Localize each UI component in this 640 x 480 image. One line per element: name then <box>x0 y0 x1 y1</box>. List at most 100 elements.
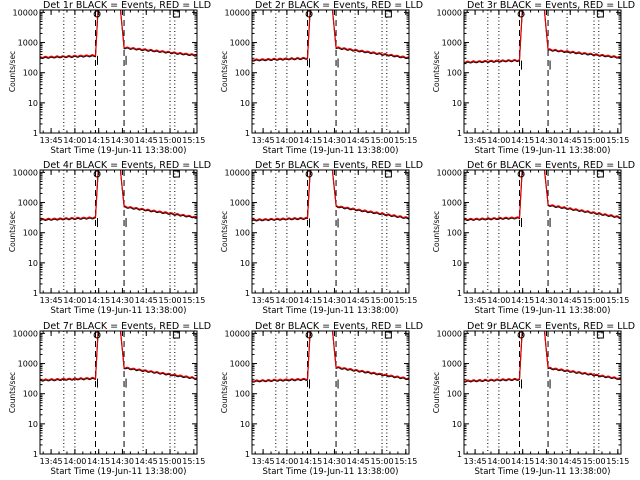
plot-frame <box>39 9 198 134</box>
x-tick-label: 15:00 <box>371 296 394 305</box>
series-events <box>40 170 197 222</box>
y-tick-label: 1000 <box>230 199 250 208</box>
x-tick-label: 14:45 <box>135 457 158 466</box>
series-events <box>252 170 409 222</box>
x-tick-label: 14:00 <box>63 457 86 466</box>
x-axis-label: Start Time (19-Jun-11 13:38:00) <box>51 306 187 316</box>
y-tick-label: 10 <box>240 259 250 268</box>
y-tick-label: 1 <box>245 289 250 298</box>
y-tick-label: 1 <box>245 450 250 459</box>
plot-frame <box>39 330 198 455</box>
y-axis-label: Counts/sec <box>8 51 17 92</box>
y-tick-label: 100 <box>235 229 250 238</box>
y-tick-label: 100 <box>23 390 38 399</box>
x-tick-label: 14:15 <box>87 457 110 466</box>
series-group <box>40 170 197 228</box>
x-tick-label: 14:15 <box>299 296 322 305</box>
y-tick-label: 1 <box>457 289 462 298</box>
x-tick-label: 15:00 <box>371 457 394 466</box>
top-marker-square <box>596 331 604 339</box>
y-tick-label: 100 <box>235 390 250 399</box>
x-tick-label: 13:45 <box>464 136 487 145</box>
y-tick-label: 1 <box>457 450 462 459</box>
series-lld <box>464 10 621 63</box>
panel-title: Det 3r BLACK = Events, RED = LLD <box>467 0 635 11</box>
x-tick-label: 14:30 <box>535 457 558 466</box>
series-group <box>252 170 409 228</box>
series-group <box>464 331 621 389</box>
x-tick-label: 13:45 <box>40 136 63 145</box>
series-lld <box>252 10 409 61</box>
plot-frame <box>39 169 198 294</box>
series-lld <box>40 170 197 221</box>
panel-det-7: Det 7r BLACK = Events, RED = LLD 1 10 100 10… <box>8 321 211 477</box>
y-tick-label: 10 <box>28 420 38 429</box>
panel-det-9: Det 9r BLACK = Events, RED = LLD 1 10 100 10… <box>432 321 635 477</box>
x-tick-label: 15:15 <box>394 296 417 305</box>
y-tick-label: 1 <box>33 289 38 298</box>
panel-det-6: Det 6r BLACK = Events, RED = LLD 1 10 100 10… <box>432 160 635 316</box>
x-tick-label: 13:45 <box>464 296 487 305</box>
x-tick-label: 15:15 <box>606 136 629 145</box>
top-marker-circle <box>517 331 525 339</box>
x-tick-label: 14:30 <box>323 296 346 305</box>
y-tick-label: 10000 <box>13 168 38 177</box>
series-group <box>40 331 197 388</box>
x-tick-label: 14:00 <box>487 296 510 305</box>
x-tick-label: 15:00 <box>583 136 606 145</box>
y-axis-label: Counts/sec <box>220 51 229 92</box>
y-tick-label: 100 <box>23 229 38 238</box>
y-tick-label: 10 <box>240 99 250 108</box>
x-tick-label: 14:00 <box>487 457 510 466</box>
x-axis-label: Start Time (19-Jun-11 13:38:00) <box>475 146 611 156</box>
x-tick-label: 15:15 <box>182 136 205 145</box>
top-marker-square <box>596 10 604 18</box>
x-tick-label: 14:30 <box>323 457 346 466</box>
y-tick-label: 100 <box>447 390 462 399</box>
x-tick-label: 15:00 <box>159 457 182 466</box>
y-tick-label: 100 <box>447 229 462 238</box>
plot-frame <box>463 9 622 134</box>
x-tick-label: 15:15 <box>394 457 417 466</box>
series-lld <box>40 331 197 381</box>
x-tick-label: 14:30 <box>111 457 134 466</box>
x-tick-label: 14:15 <box>299 136 322 145</box>
panel-title: Det 7r BLACK = Events, RED = LLD <box>43 321 211 332</box>
top-marker-circle <box>517 10 525 18</box>
y-tick-label: 1000 <box>230 360 250 369</box>
panel-title: Det 5r BLACK = Events, RED = LLD <box>255 160 423 171</box>
series-group <box>464 10 621 70</box>
x-tick-label: 14:00 <box>487 136 510 145</box>
x-tick-label: 15:15 <box>182 296 205 305</box>
y-tick-label: 1 <box>33 129 38 138</box>
x-tick-label: 14:45 <box>135 136 158 145</box>
top-marker-square <box>172 331 180 339</box>
series-group <box>252 10 409 68</box>
x-tick-label: 13:45 <box>252 457 275 466</box>
y-tick-label: 10000 <box>437 329 462 338</box>
plot-frame <box>251 9 410 134</box>
y-axis-label: Counts/sec <box>432 372 441 413</box>
panel-title: Det 9r BLACK = Events, RED = LLD <box>467 321 635 332</box>
x-tick-label: 14:30 <box>535 136 558 145</box>
x-tick-label: 14:30 <box>111 136 134 145</box>
series-group <box>252 331 409 389</box>
panel-det-3: Det 3r BLACK = Events, RED = LLD 1 10 100 10… <box>432 0 635 156</box>
top-marker-circle <box>305 10 313 18</box>
top-marker-square <box>172 170 180 178</box>
x-tick-label: 14:45 <box>559 136 582 145</box>
top-marker-square <box>384 331 392 339</box>
y-tick-label: 100 <box>23 69 38 78</box>
top-marker-square <box>384 10 392 18</box>
plot-frame <box>463 169 622 294</box>
top-marker-circle <box>517 170 525 178</box>
y-tick-label: 1000 <box>18 39 38 48</box>
panel-title: Det 4r BLACK = Events, RED = LLD <box>43 160 211 171</box>
plot-frame <box>463 330 622 455</box>
series-events <box>40 10 197 60</box>
y-tick-label: 10 <box>452 420 462 429</box>
x-tick-label: 14:45 <box>135 296 158 305</box>
x-tick-label: 13:45 <box>40 457 63 466</box>
x-axis-label: Start Time (19-Jun-11 13:38:00) <box>475 467 611 477</box>
